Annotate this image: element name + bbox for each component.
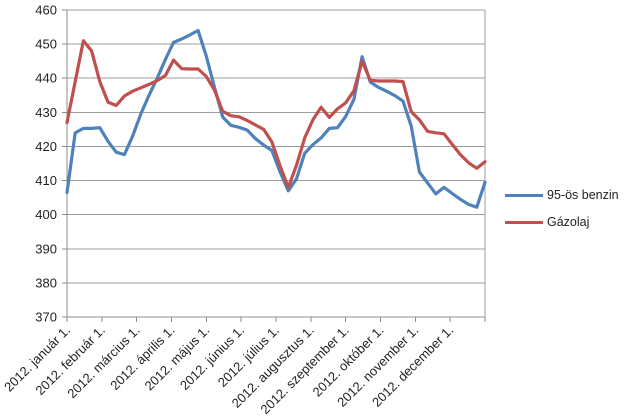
y-tick-label-400: 400 — [35, 207, 57, 222]
y-tick-label-410: 410 — [35, 173, 57, 188]
legend-item-benzin: 95-ös benzin — [505, 188, 619, 202]
legend-label-benzin: 95-ös benzin — [547, 188, 619, 202]
y-tick-label-460: 460 — [35, 3, 57, 18]
y-tick-label-450: 450 — [35, 37, 57, 52]
y-tick-label-380: 380 — [35, 275, 57, 290]
legend-label-gazolaj: Gázolaj — [547, 215, 590, 229]
chart-legend: 95-ös benzin Gázolaj — [505, 188, 619, 229]
y-tick-label-440: 440 — [35, 71, 57, 86]
y-tick-label-420: 420 — [35, 139, 57, 154]
legend-line-sample-benzin — [505, 193, 543, 197]
legend-line-sample-gazolaj — [505, 220, 543, 224]
series-line-gazolaj — [65, 39, 487, 189]
y-tick-label-390: 390 — [35, 241, 57, 256]
series-line-95-os-benzin — [65, 28, 487, 209]
y-tick-label-370: 370 — [35, 310, 57, 325]
y-tick-label-430: 430 — [35, 105, 57, 120]
legend-item-gazolaj: Gázolaj — [505, 215, 619, 229]
